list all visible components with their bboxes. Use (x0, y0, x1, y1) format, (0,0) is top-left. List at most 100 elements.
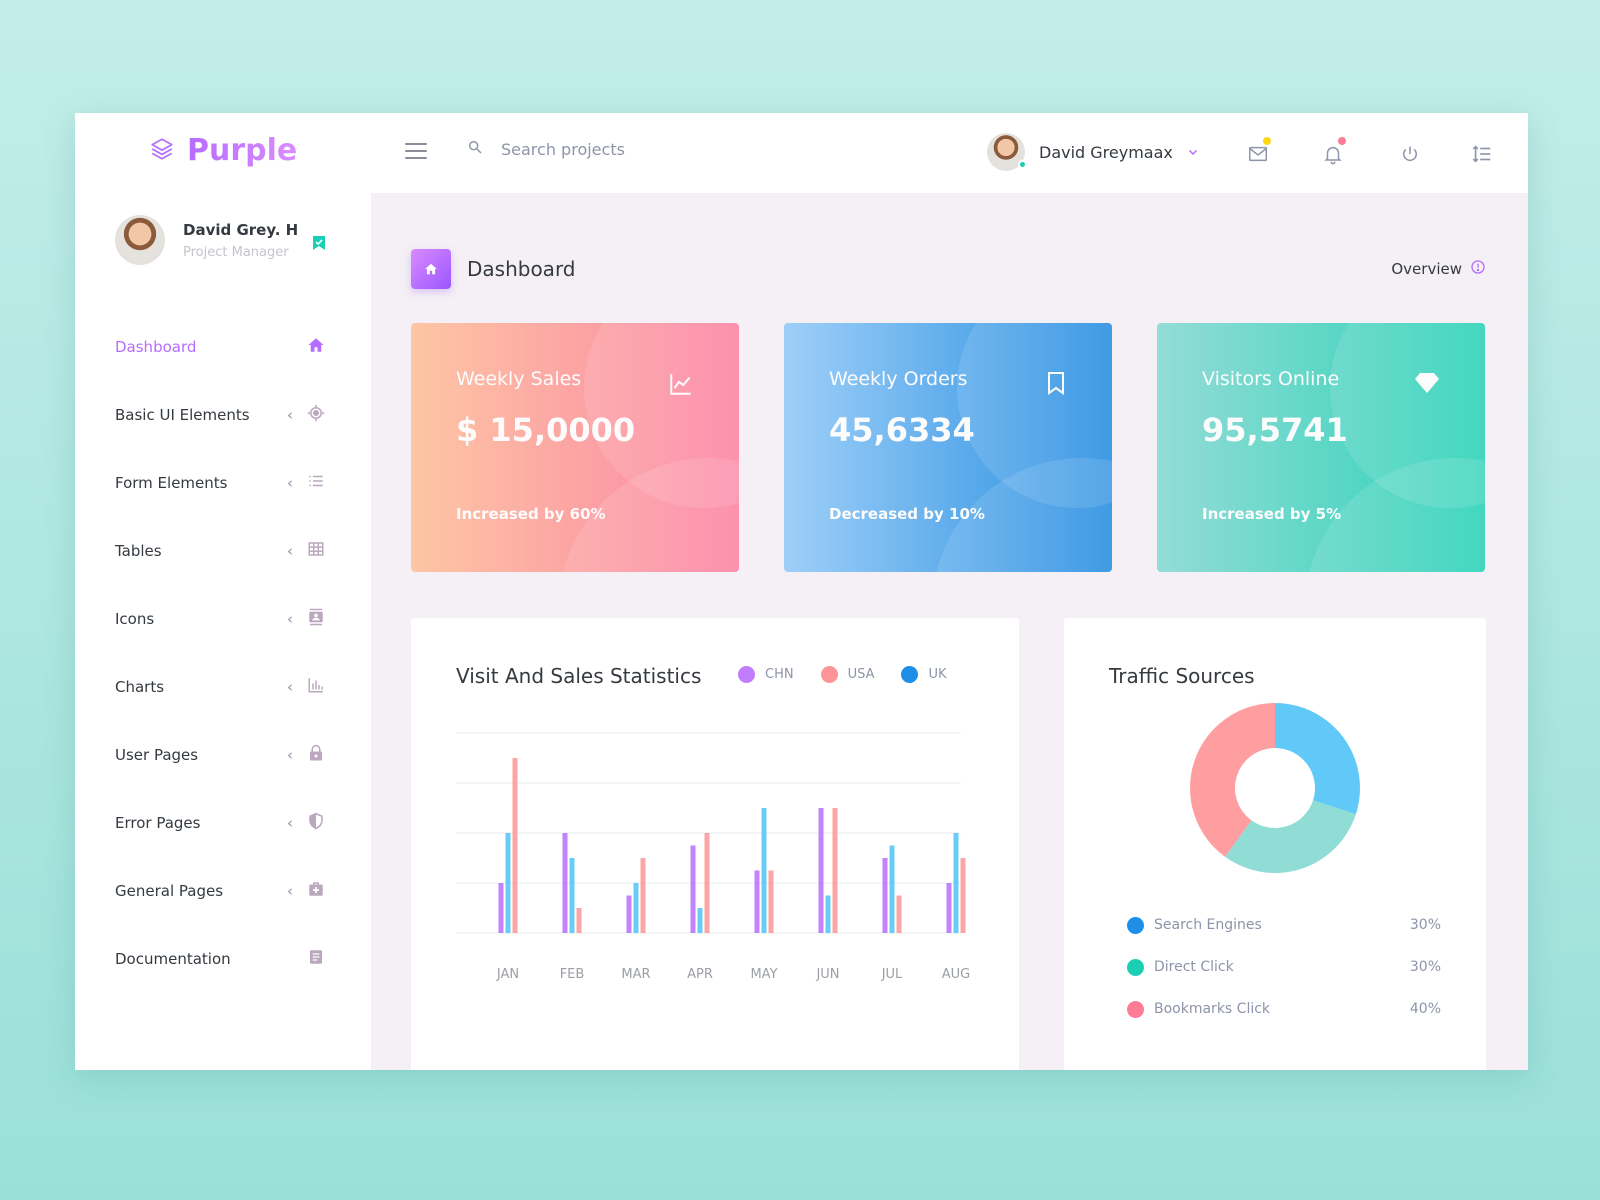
bar-chart: JAN FEB MAR APR MAY JUN JUL AUG (456, 732, 970, 982)
bar-chn-feb (562, 833, 568, 933)
traffic-row: Bookmarks Click 40% (1127, 988, 1441, 1030)
table-icon (307, 540, 325, 562)
profile-name: David Grey. H (183, 220, 299, 239)
traffic-value: 30% (1409, 959, 1441, 975)
donut-chart (1190, 703, 1360, 873)
bar-uk-jun (825, 895, 831, 933)
sidebar-item-label: Icons (115, 610, 155, 628)
chevron-left-icon: ‹ (287, 474, 293, 492)
bar-uk-mar (633, 883, 639, 933)
medical-bag-icon (307, 880, 325, 902)
bar-usa-jan (512, 758, 518, 933)
traffic-row: Search Engines 30% (1127, 904, 1441, 946)
sidebar-item-basic-ui-elements[interactable]: Basic UI Elements ‹ (115, 381, 325, 449)
contacts-icon (307, 608, 325, 630)
bar-chn-jul (882, 858, 888, 933)
chevron-left-icon: ‹ (287, 678, 293, 696)
profile-role: Project Manager (183, 244, 289, 260)
x-tick-label: MAR (621, 967, 650, 982)
sidebar-item-user-pages[interactable]: User Pages ‹ (115, 721, 325, 789)
legend-item: UK (901, 666, 947, 683)
legend-swatch (901, 666, 919, 683)
legend-swatch (1127, 916, 1144, 934)
x-tick-label: APR (687, 967, 713, 982)
list-icon (307, 472, 325, 494)
search-input[interactable] (501, 139, 761, 159)
bar-usa-may (768, 870, 774, 933)
sidebar-item-label: Charts (115, 678, 165, 696)
bar-chn-apr (690, 845, 696, 933)
traffic-label: Search Engines (1154, 917, 1262, 933)
sidebar-item-label: Dashboard (115, 338, 197, 356)
legend-swatch (820, 666, 838, 683)
sidebar-item-label: Tables (115, 542, 162, 560)
x-tick-label: JUL (881, 967, 903, 982)
power-icon[interactable] (1397, 141, 1423, 167)
legend-label: CHN (765, 667, 794, 682)
sidebar-item-error-pages[interactable]: Error Pages ‹ (115, 789, 325, 857)
avatar (115, 215, 165, 265)
chevron-left-icon: ‹ (287, 746, 293, 764)
legend-item: USA (820, 666, 874, 683)
chevron-left-icon: ‹ (287, 610, 293, 628)
sidebar-item-form-elements[interactable]: Form Elements ‹ (115, 449, 325, 517)
card-title: Weekly Orders (829, 368, 968, 390)
traffic-sources-panel: Traffic Sources Search Engines 30% Direc… (1064, 618, 1486, 1070)
brand-name: Purple (187, 133, 298, 168)
card-title: Visitors Online (1202, 368, 1340, 390)
donut-slice-direct-click (1225, 800, 1356, 873)
format-line-spacing-icon[interactable] (1469, 141, 1495, 167)
menu-toggle-icon[interactable] (405, 143, 427, 161)
user-menu[interactable]: David Greymaax (987, 133, 1199, 171)
card-value: 95,5741 (1202, 411, 1348, 449)
overview-label: Overview (1391, 260, 1462, 278)
bar-usa-feb (576, 908, 582, 933)
card-title: Weekly Sales (456, 368, 582, 390)
sidebar-item-icons[interactable]: Icons ‹ (115, 585, 325, 653)
sidebar-item-label: Basic UI Elements (115, 406, 250, 424)
sidebar-item-dashboard[interactable]: Dashboard (115, 313, 325, 381)
home-icon (411, 249, 451, 289)
lock-icon (307, 744, 325, 766)
bookmark-icon (1045, 371, 1067, 399)
sidebar-item-general-pages[interactable]: General Pages ‹ (115, 857, 325, 925)
bar-uk-jan (505, 833, 511, 933)
avatar (987, 133, 1027, 171)
bar-usa-aug (960, 858, 966, 933)
donut-slice-bookmarks-click (1190, 703, 1275, 857)
bar-chn-mar (626, 895, 632, 933)
traffic-label: Direct Click (1154, 959, 1234, 975)
visitors-online-card: Visitors Online 95,5741 Increased by 5% (1157, 323, 1485, 572)
bar-usa-jul (896, 895, 902, 933)
mail-icon[interactable] (1245, 137, 1271, 167)
traffic-row: Direct Click 30% (1127, 946, 1441, 988)
sidebar-item-charts[interactable]: Charts ‹ (115, 653, 325, 721)
chevron-left-icon: ‹ (287, 406, 293, 424)
overview-link[interactable]: Overview (1391, 259, 1486, 279)
bell-icon[interactable] (1320, 137, 1346, 167)
panel-title: Visit And Sales Statistics (456, 664, 702, 688)
card-value: 45,6334 (829, 411, 975, 449)
bar-uk-feb (569, 858, 575, 933)
traffic-value: 30% (1409, 917, 1441, 933)
traffic-legend: Search Engines 30% Direct Click 30% Book… (1127, 904, 1441, 1030)
weekly-sales-card: Weekly Sales $ 15,0000 Increased by 60% (411, 323, 739, 572)
brand-logo[interactable]: Purple (149, 133, 297, 168)
app-window: Purple David Greymaax (75, 113, 1528, 1070)
sidebar-item-documentation[interactable]: Documentation (115, 925, 325, 993)
main-content: Dashboard Overview Weekly Sales $ 15,000… (371, 193, 1528, 1070)
bar-uk-may (761, 808, 767, 933)
card-subtitle: Decreased by 10% (829, 505, 985, 523)
sidebar-profile[interactable]: David Grey. H Project Manager (115, 215, 298, 265)
chart-line-icon (668, 371, 694, 401)
traffic-value: 40% (1409, 1001, 1441, 1017)
security-icon (307, 812, 325, 834)
home-icon (307, 336, 325, 358)
sidebar-item-tables[interactable]: Tables ‹ (115, 517, 325, 585)
sidebar-item-label: General Pages (115, 882, 224, 900)
user-name: David Greymaax (1039, 142, 1173, 162)
legend-item: CHN (738, 666, 794, 683)
x-tick-label: FEB (560, 967, 585, 982)
x-tick-label: MAY (750, 967, 777, 982)
chevron-left-icon: ‹ (287, 814, 293, 832)
